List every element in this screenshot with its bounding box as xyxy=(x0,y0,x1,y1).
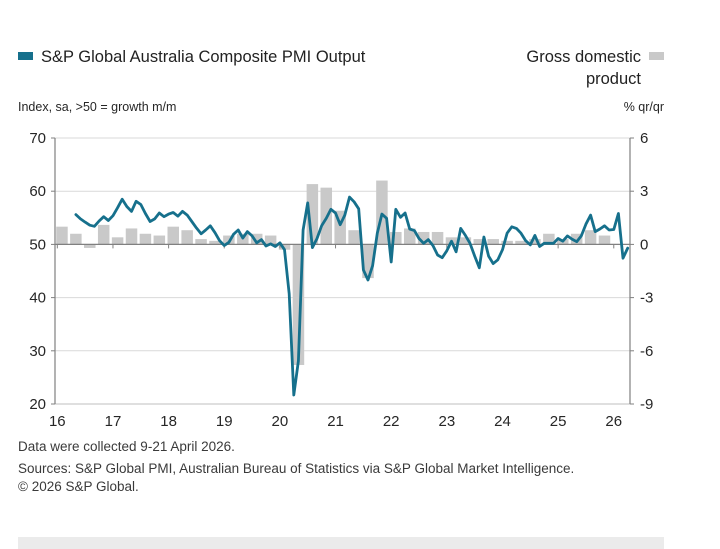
gdp-bar xyxy=(111,237,124,245)
gdp-bar xyxy=(334,210,346,245)
x-axis-tick-label: 18 xyxy=(160,413,177,430)
x-axis-labels: 16 17 18 19 20 21 22 23 24 25 26 xyxy=(49,413,622,430)
legend-item-pmi: S&P Global Australia Composite PMI Outpu… xyxy=(18,46,418,68)
gdp-bar xyxy=(84,244,96,248)
legend-item-gdp: Gross domestic product xyxy=(519,46,664,91)
left-axis-tick-label: 20 xyxy=(29,396,46,413)
x-axis-tick-label: 16 xyxy=(49,413,66,430)
right-axis-tick-label: 0 xyxy=(640,236,648,253)
gdp-bar xyxy=(97,224,110,245)
gdp-bar xyxy=(292,244,305,365)
right-axis-tick-label: 6 xyxy=(640,130,648,147)
x-axis-tick-label: 25 xyxy=(550,413,567,430)
collection-note: Data were collected 9-21 April 2026. xyxy=(18,439,235,454)
copyright-note: © 2026 S&P Global. xyxy=(18,479,139,494)
left-axis-tick-label: 50 xyxy=(29,236,46,253)
gdp-series-label: Gross domestic product xyxy=(526,48,641,89)
gdp-bar xyxy=(278,244,291,250)
gdp-bar xyxy=(209,240,221,245)
sources-note: Sources: S&P Global PMI, Australian Bure… xyxy=(18,461,575,476)
bottom-strip xyxy=(18,537,664,549)
x-axis-tick-label: 26 xyxy=(605,413,622,430)
right-axis-tick-label: -3 xyxy=(640,290,653,307)
left-axis-tick-label: 70 xyxy=(29,130,46,147)
left-axis-tick-label: 40 xyxy=(29,290,46,307)
gdp-bar xyxy=(459,237,472,245)
right-axis-tick-label: -6 xyxy=(640,343,653,360)
right-axis-tick-label: 3 xyxy=(640,183,648,200)
gdp-series-swatch-icon xyxy=(649,52,664,60)
gdp-bar xyxy=(70,233,82,245)
gdp-bar xyxy=(515,240,527,245)
gdp-bar xyxy=(181,230,193,245)
gdp-bar xyxy=(570,233,583,245)
pmi-line-path xyxy=(74,195,630,397)
gdp-bar xyxy=(139,233,152,245)
right-axis-subtitle: % qr/qr xyxy=(623,100,664,114)
right-axis-tick-label: -9 xyxy=(640,396,653,413)
pmi-series-label: S&P Global Australia Composite PMI Outpu… xyxy=(41,48,366,66)
gdp-bar xyxy=(529,239,541,245)
pmi-series-swatch-icon xyxy=(18,52,33,60)
x-axis-tick-label: 24 xyxy=(494,413,511,430)
gdp-bar xyxy=(348,230,360,245)
gdp-bar xyxy=(390,231,402,245)
gdp-bar xyxy=(167,226,179,245)
x-axis-tick-label: 20 xyxy=(272,413,289,430)
right-axis-labels: 6 3 0 -3 -6 -9 xyxy=(640,130,653,413)
gdp-bar xyxy=(56,226,68,245)
left-axis-subtitle: Index, sa, >50 = growth m/m xyxy=(18,100,177,114)
x-axis-tick-label: 22 xyxy=(383,413,400,430)
gdp-bar xyxy=(362,244,374,279)
x-axis-tick-label: 21 xyxy=(327,413,344,430)
gdp-bar xyxy=(487,239,499,245)
gdp-bar xyxy=(501,240,513,245)
gdp-bar xyxy=(195,239,207,245)
gdp-bar xyxy=(584,230,597,245)
left-axis-tick-label: 60 xyxy=(29,183,46,200)
x-axis-tick-label: 23 xyxy=(438,413,455,430)
gdp-bar xyxy=(543,233,555,245)
gdp-bar xyxy=(473,239,486,245)
x-axis-tick-label: 19 xyxy=(216,413,233,430)
gdp-bar xyxy=(264,235,277,245)
pmi-line xyxy=(74,195,630,397)
gdp-bar xyxy=(250,233,263,245)
value-axes xyxy=(51,137,634,405)
gdp-bar xyxy=(598,235,611,245)
gdp-bars xyxy=(56,180,611,365)
gdp-bar xyxy=(153,235,166,245)
left-axis-tick-label: 30 xyxy=(29,343,46,360)
gdp-bar xyxy=(403,228,416,245)
gridlines xyxy=(55,137,630,405)
left-axis-labels: 70 60 50 40 30 20 xyxy=(29,130,46,413)
gdp-bar xyxy=(125,228,138,245)
gdp-bar xyxy=(431,231,444,245)
gdp-bar xyxy=(417,231,430,245)
gdp-bar xyxy=(376,180,388,245)
gdp-bar xyxy=(306,184,319,245)
x-axis-tick-label: 17 xyxy=(105,413,122,430)
